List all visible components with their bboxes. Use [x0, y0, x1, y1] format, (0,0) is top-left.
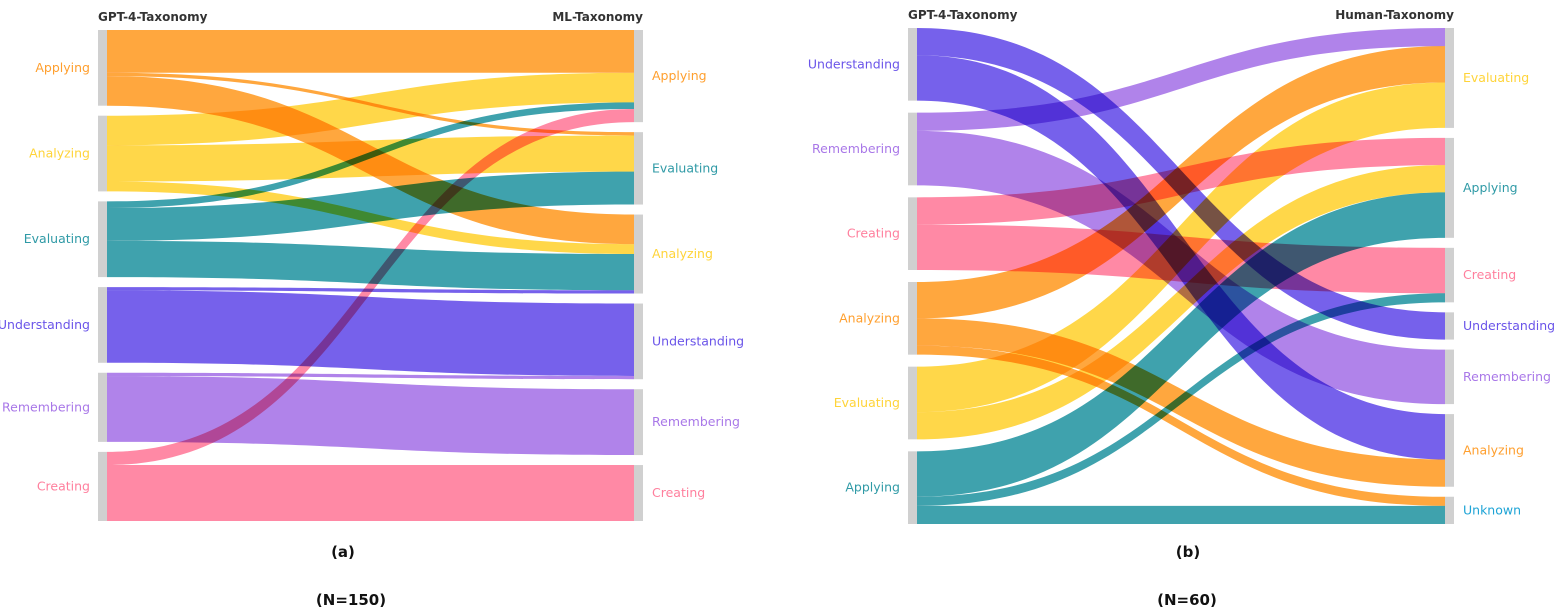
right-node-label-understanding: Understanding — [1463, 318, 1555, 333]
link-analyzing-to-evaluating — [917, 46, 1445, 319]
left-node-label-creating: Creating — [847, 226, 900, 241]
left-node-label-applying: Applying — [35, 60, 90, 75]
right-axis-title: ML-Taxonomy — [552, 10, 643, 24]
link-analyzing-to-applying — [107, 72, 634, 146]
link-evaluating-to-analyzing — [107, 240, 634, 291]
link-analyzing-to-unknown — [917, 345, 1445, 506]
right-node-bar-remembering — [1445, 349, 1454, 405]
left-node-label-applying: Applying — [845, 480, 900, 495]
right-node-bar-unknown — [1445, 496, 1454, 524]
link-remembering-to-understanding — [107, 372, 634, 380]
right-node-bar-remembering — [634, 389, 643, 456]
right-node-bar-understanding — [634, 303, 643, 380]
links-a — [107, 30, 634, 521]
link-remembering-to-evaluating — [917, 28, 1445, 131]
link-evaluating-to-evaluating — [107, 171, 634, 241]
links-b — [917, 28, 1445, 524]
right-node-bar-applying — [634, 30, 643, 123]
link-applying-to-applying — [107, 30, 634, 73]
link-evaluating-to-evaluating — [917, 82, 1445, 413]
sankey-panel-b: Understanding Remembering Creating Analyzin… — [808, 8, 1555, 609]
left-node-bar-applying — [98, 30, 107, 106]
left-axis-title: GPT-4-Taxonomy — [908, 8, 1018, 22]
link-creating-to-applying — [107, 108, 634, 466]
link-creating-to-creating — [107, 465, 634, 521]
left-node-label-evaluating: Evaluating — [24, 231, 90, 246]
left-node-bar-remembering — [908, 112, 917, 186]
right-node-bar-creating — [1445, 247, 1454, 303]
right-node-label-remembering: Remembering — [652, 414, 740, 429]
left-node-bar-evaluating — [908, 366, 917, 440]
left-node-label-analyzing: Analyzing — [29, 146, 90, 161]
left-node-bar-creating — [98, 451, 107, 521]
left-node-label-remembering: Remembering — [2, 399, 90, 414]
left-node-bar-analyzing — [908, 282, 917, 355]
link-evaluating-to-applying — [917, 165, 1445, 440]
panel-caption: (a) — [331, 543, 355, 561]
panel-caption: (b) — [1176, 543, 1200, 561]
right-node-label-applying: Applying — [1463, 180, 1518, 195]
right-axis-title: Human-Taxonomy — [1335, 8, 1454, 22]
link-understanding-to-understanding — [107, 290, 634, 376]
right-node-bar-applying — [1445, 137, 1454, 238]
sample-size-label: (N=150) — [316, 591, 386, 609]
right-node-label-evaluating: Evaluating — [1463, 70, 1529, 85]
left-node-label-evaluating: Evaluating — [834, 395, 900, 410]
link-applying-to-unknown — [917, 505, 1445, 524]
right-node-label-understanding: Understanding — [652, 333, 744, 348]
right-node-label-analyzing: Analyzing — [652, 246, 713, 261]
left-node-bar-creating — [908, 197, 917, 270]
right-node-label-applying: Applying — [652, 68, 707, 83]
sankey-panel-a: Applying Analyzing Evaluating Understanding… — [0, 10, 744, 609]
right-node-label-creating: Creating — [1463, 267, 1516, 282]
right-node-bar-analyzing — [634, 214, 643, 294]
link-remembering-to-remembering — [107, 376, 634, 456]
left-node-label-remembering: Remembering — [812, 141, 900, 156]
link-applying-to-creating — [917, 293, 1445, 506]
left-node-label-analyzing: Analyzing — [839, 310, 900, 325]
right-node-label-unknown: Unknown — [1463, 502, 1521, 517]
left-node-bar-understanding — [98, 287, 107, 363]
left-node-bar-analyzing — [98, 115, 107, 192]
right-node-label-remembering: Remembering — [1463, 369, 1551, 384]
left-node-bar-applying — [908, 451, 917, 524]
left-axis-title: GPT-4-Taxonomy — [98, 10, 208, 24]
right-node-label-analyzing: Analyzing — [1463, 442, 1524, 457]
right-node-bar-evaluating — [1445, 28, 1454, 128]
link-evaluating-to-applying — [107, 102, 634, 208]
right-node-bar-understanding — [1445, 312, 1454, 340]
right-node-label-evaluating: Evaluating — [652, 160, 718, 175]
left-node-label-creating: Creating — [37, 478, 90, 493]
left-node-bar-understanding — [908, 28, 917, 101]
left-node-label-understanding: Understanding — [0, 317, 90, 332]
right-node-bar-evaluating — [634, 132, 643, 205]
sample-size-label: (N=60) — [1157, 591, 1217, 609]
left-node-bar-evaluating — [98, 201, 107, 278]
right-node-bar-analyzing — [1445, 414, 1454, 487]
left-node-label-understanding: Understanding — [808, 56, 900, 71]
right-node-bar-creating — [634, 465, 643, 521]
right-node-label-creating: Creating — [652, 485, 705, 500]
left-node-bar-remembering — [98, 372, 107, 442]
link-applying-to-applying — [917, 192, 1445, 497]
